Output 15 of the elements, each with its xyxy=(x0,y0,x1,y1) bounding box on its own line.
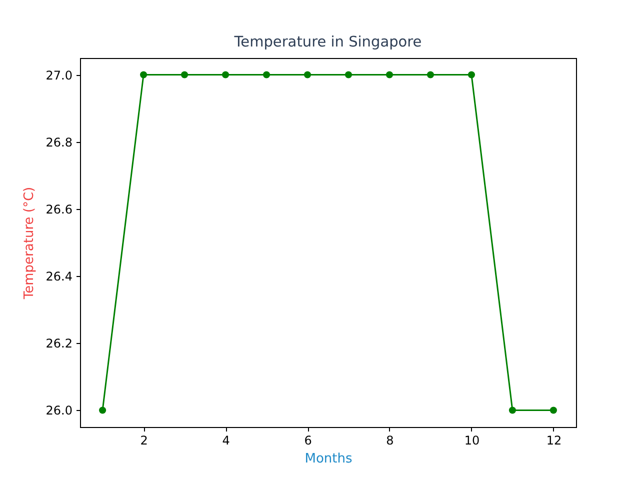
x-tick-label: 12 xyxy=(546,434,562,448)
y-tick-label: 26.4 xyxy=(46,270,72,284)
x-tick-label: 6 xyxy=(304,434,312,448)
y-tick-label: 26.8 xyxy=(46,135,72,150)
x-tick-label: 4 xyxy=(222,434,230,448)
y-axis-title: Temperature (°C) xyxy=(22,186,37,300)
y-tick-label: 26.2 xyxy=(46,336,72,351)
x-tick-label: 2 xyxy=(140,434,148,448)
y-tick-label: 27.0 xyxy=(46,68,72,82)
x-tick-label: 8 xyxy=(386,434,394,448)
y-tick-label: 26.0 xyxy=(46,404,72,418)
x-tick-label: 10 xyxy=(464,434,480,448)
chart-title: Temperature in Singapore xyxy=(233,34,422,50)
y-tick-label: 26.6 xyxy=(46,202,72,216)
x-axis-title: Months xyxy=(304,452,352,466)
